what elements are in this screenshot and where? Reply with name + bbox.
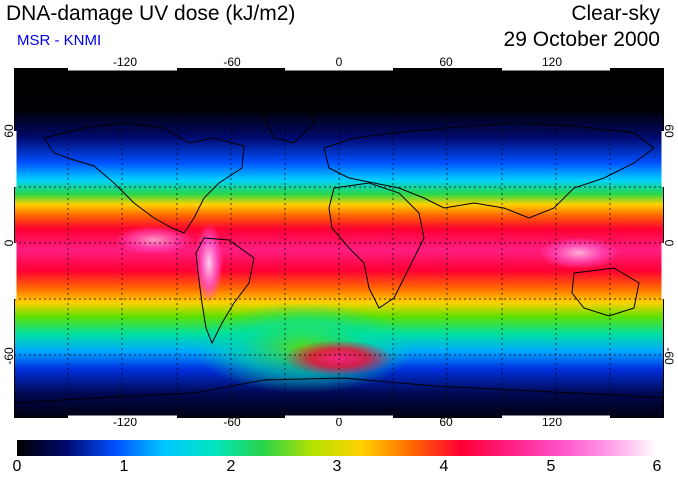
map-title: DNA-damage UV dose (kJ/m2) bbox=[6, 2, 296, 25]
source-label: MSR - KNMI bbox=[17, 32, 102, 49]
date-label: 29 October 2000 bbox=[503, 28, 660, 51]
uv-dose-world-map bbox=[14, 68, 664, 418]
lon-label-bottom-120: 120 bbox=[541, 415, 563, 429]
colorbar bbox=[17, 440, 657, 456]
pacific-high-uv-patch bbox=[114, 226, 194, 254]
lon-label-top-120: 120 bbox=[541, 55, 563, 69]
colorbar-tick-6: 6 bbox=[652, 458, 662, 475]
lon-label-bottom-minus60: -60 bbox=[223, 415, 241, 429]
colorbar-tick-1: 1 bbox=[119, 458, 129, 475]
colorbar-tick-4: 4 bbox=[439, 458, 449, 475]
sky-condition-label: Clear-sky bbox=[571, 2, 660, 25]
lon-label-top-minus120: -120 bbox=[112, 55, 138, 69]
colorbar-tick-2: 2 bbox=[226, 458, 236, 475]
lon-label-top-minus60: -60 bbox=[223, 55, 241, 69]
graticule bbox=[14, 68, 664, 418]
map-border bbox=[14, 68, 664, 418]
maritime-continent-uv-patch bbox=[539, 237, 619, 269]
colorbar-tick-3: 3 bbox=[332, 458, 342, 475]
coastlines bbox=[14, 102, 664, 404]
lat-label-right-minus60: -60 bbox=[662, 347, 676, 365]
lon-label-bottom-0: 0 bbox=[335, 415, 343, 429]
lat-label-right-0: 0 bbox=[662, 239, 676, 247]
lon-label-top-60: 60 bbox=[439, 55, 453, 69]
colorbar-tick-0: 0 bbox=[12, 458, 22, 475]
lat-label-right-60: 60 bbox=[662, 124, 676, 138]
lon-label-top-0: 0 bbox=[335, 55, 343, 69]
lon-label-bottom-60: 60 bbox=[439, 415, 453, 429]
andes-uv-peak bbox=[195, 223, 223, 303]
colorbar-tick-5: 5 bbox=[546, 458, 556, 475]
lon-label-bottom-minus120: -120 bbox=[112, 415, 138, 429]
